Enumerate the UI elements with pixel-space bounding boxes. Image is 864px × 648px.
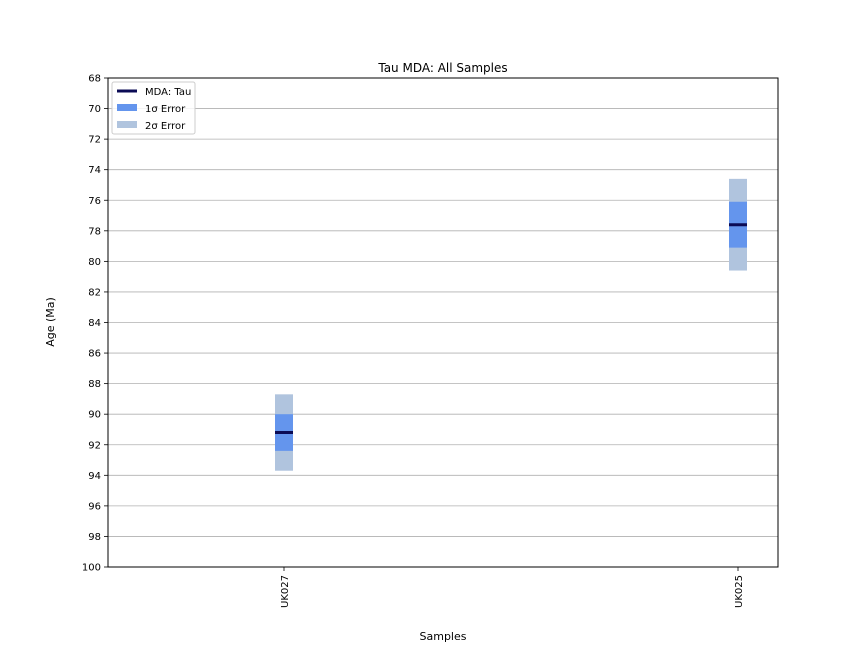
y-tick-label: 84 <box>88 318 101 329</box>
legend-label-2sigma: 2σ Error <box>145 121 186 132</box>
sample-bar-uk025 <box>729 178 747 271</box>
y-tick-label: 80 <box>88 257 101 268</box>
y-tick-label: 68 <box>88 74 101 85</box>
chart-title: Tau MDA: All Samples <box>377 61 507 75</box>
grid-lines <box>108 108 778 537</box>
y-tick-label: 94 <box>88 471 101 482</box>
y-tick-label: 70 <box>88 104 101 115</box>
y-tick-label: 100 <box>82 563 101 574</box>
legend-swatch-2sigma <box>117 121 137 128</box>
y-tick-label: 98 <box>88 532 101 543</box>
x-tick-label: UK025 <box>734 575 745 608</box>
y-tick-label: 92 <box>88 440 101 451</box>
sample-bar-uk027 <box>275 394 293 471</box>
x-tick-label: UK027 <box>280 575 291 608</box>
legend-label-mda: MDA: Tau <box>145 87 191 98</box>
y-tick-label: 86 <box>88 349 101 360</box>
y-axis-ticks: 68 70 72 74 76 78 80 82 84 86 88 90 92 94 96 98 100 <box>82 74 108 574</box>
y-tick-label: 96 <box>88 501 101 512</box>
y-axis-label: Age (Ma) <box>44 297 57 347</box>
y-tick-label: 90 <box>88 410 101 421</box>
legend: MDA: Tau 1σ Error 2σ Error <box>111 81 196 135</box>
y-tick-label: 74 <box>88 165 101 176</box>
legend-label-1sigma: 1σ Error <box>145 104 186 115</box>
y-tick-label: 78 <box>88 226 101 237</box>
x-axis-ticks: UK027 UK025 <box>280 567 745 608</box>
legend-swatch-1sigma <box>117 104 137 111</box>
y-tick-label: 88 <box>88 379 101 390</box>
y-tick-label: 82 <box>88 287 101 298</box>
x-axis-label: Samples <box>420 630 467 643</box>
y-tick-label: 72 <box>88 135 101 146</box>
y-tick-label: 76 <box>88 196 101 207</box>
sample-error-bars <box>275 178 747 471</box>
